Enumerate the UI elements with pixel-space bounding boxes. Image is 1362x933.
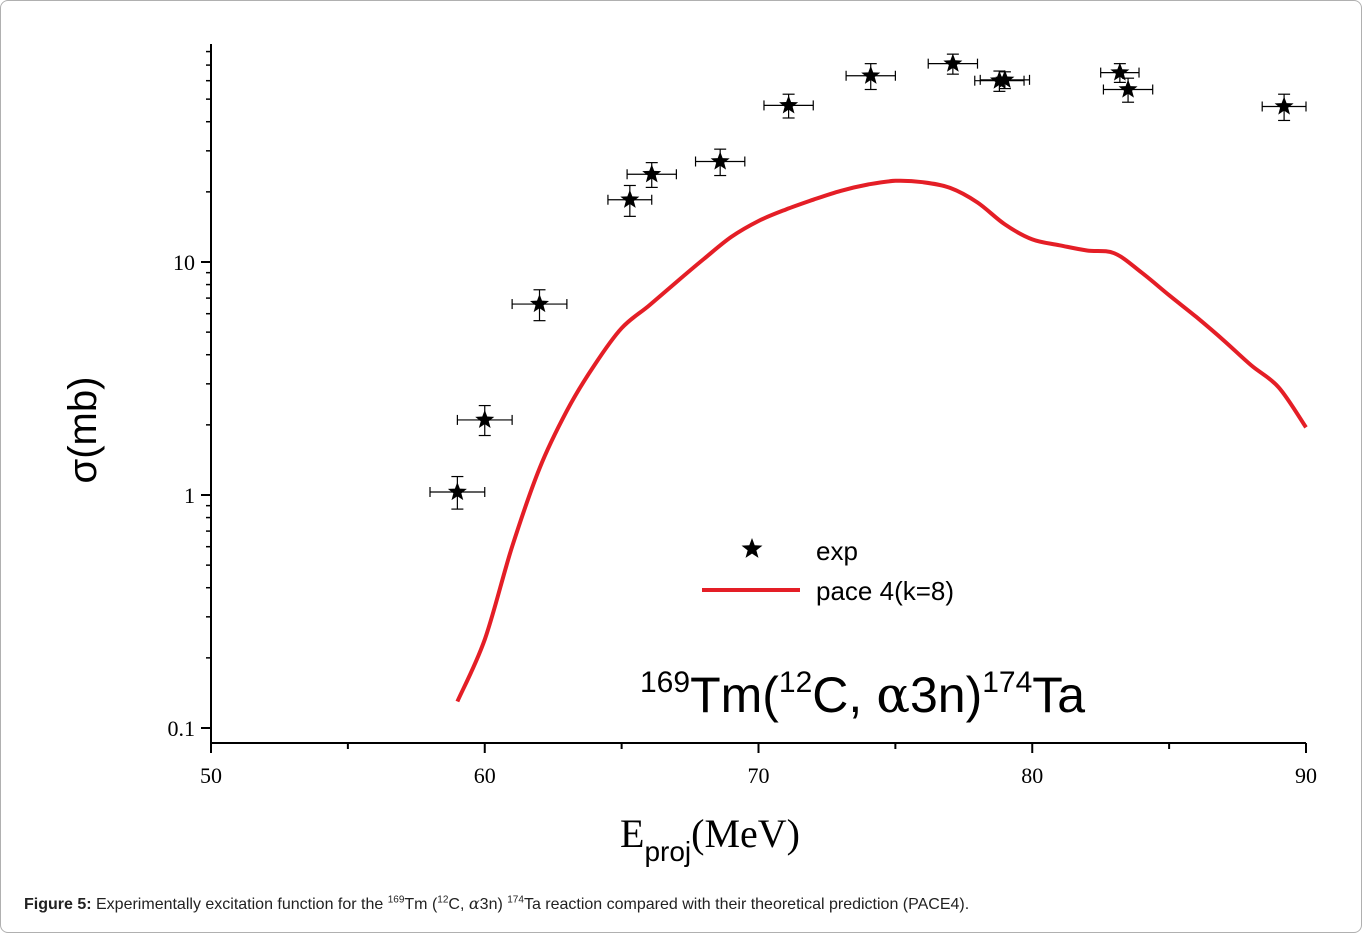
- legend-exp-marker: [741, 538, 763, 558]
- exp-point: [511, 289, 568, 322]
- exp-star-marker: [943, 53, 963, 72]
- figure-caption: Figure 5: Experimentally excitation func…: [24, 894, 1344, 914]
- legend-exp-label: exp: [816, 536, 858, 566]
- reaction-product: Ta: [1032, 667, 1085, 723]
- caption-text-5: Ta reaction compared with their theoreti…: [523, 896, 970, 913]
- exp-star-marker: [529, 294, 550, 313]
- x-axis-title: Eproj(MeV): [620, 811, 800, 867]
- ticks: 50 60 70 80 90 0.1 1 10: [168, 50, 1317, 788]
- x-tick-label: 70: [748, 763, 770, 788]
- exp-point: [763, 93, 814, 119]
- reaction-projectile-mass: 12: [779, 666, 812, 699]
- pace4-curve-layer: [455, 178, 1308, 703]
- exp-point: [694, 148, 746, 177]
- chart: 50 60 70 80 90 0.1 1 10 σ(mb) Eproj(MeV) exp pa…: [61, 44, 1317, 867]
- exp-star-marker: [1110, 62, 1130, 81]
- x-tick-label: 60: [474, 763, 496, 788]
- legend-star-icon: [741, 538, 763, 558]
- exp-star-marker: [1118, 79, 1138, 98]
- pace4-curve: [455, 178, 1308, 703]
- y-tick-label: 0.1: [168, 716, 196, 741]
- exp-star-marker: [642, 164, 662, 183]
- caption-mass-1: 169: [387, 894, 405, 906]
- reaction-target: Tm(: [690, 667, 779, 723]
- caption-text-4: 3n): [479, 896, 508, 913]
- exp-point: [1102, 77, 1154, 103]
- y-tick-label: 10: [173, 250, 195, 275]
- exp-point: [626, 162, 677, 189]
- caption-label: Figure 5:: [24, 896, 92, 913]
- x-tick-label: 50: [200, 763, 222, 788]
- exp-point: [845, 63, 896, 91]
- exp-point: [1100, 62, 1140, 83]
- y-axis-title: σ(mb): [61, 377, 105, 484]
- reaction-projectile: C,: [812, 667, 876, 723]
- exp-star-marker: [1274, 96, 1294, 115]
- exp-star-marker: [710, 151, 730, 170]
- y-tick-label: 1: [184, 483, 195, 508]
- caption-text-2: Tm (: [404, 896, 438, 913]
- axes: [210, 44, 1306, 744]
- exp-point: [979, 69, 1031, 90]
- x-axis-title-unit: (MeV): [691, 811, 800, 856]
- reaction-alpha: α: [876, 666, 910, 724]
- x-axis-title-main: E: [620, 811, 644, 856]
- legend: exp pace 4(k=8): [702, 536, 954, 606]
- reaction-product-mass: 174: [982, 666, 1032, 699]
- exp-star-marker: [861, 65, 881, 84]
- caption-mass-2: 12: [437, 894, 449, 906]
- exp-star-marker: [779, 95, 799, 114]
- caption-mass-3: 174: [507, 894, 524, 906]
- exp-star-marker: [447, 482, 467, 501]
- exp-star-marker: [620, 189, 640, 208]
- x-tick-label: 80: [1021, 763, 1043, 788]
- exp-point: [429, 475, 486, 510]
- exp-point: [456, 404, 513, 437]
- exp-point: [607, 184, 653, 217]
- reaction-rest: 3n): [910, 667, 982, 723]
- exp-point: [927, 53, 979, 75]
- caption-text-1: Experimentally excitation function for t…: [91, 896, 388, 913]
- x-tick-label: 90: [1295, 763, 1317, 788]
- reaction-target-mass: 169: [640, 666, 690, 699]
- x-axis-title-sub: proj: [644, 836, 691, 867]
- exp-points-layer: [429, 53, 1307, 510]
- caption-text-3: C,: [448, 896, 469, 913]
- caption-alpha: α: [468, 894, 480, 913]
- exp-star-marker: [475, 409, 495, 429]
- exp-point: [1261, 93, 1307, 122]
- reaction-annotation: 169Tm(12C, α3n)174Ta: [640, 666, 1085, 724]
- exp-star-marker: [995, 69, 1015, 88]
- legend-pace4-label: pace 4(k=8): [816, 576, 954, 606]
